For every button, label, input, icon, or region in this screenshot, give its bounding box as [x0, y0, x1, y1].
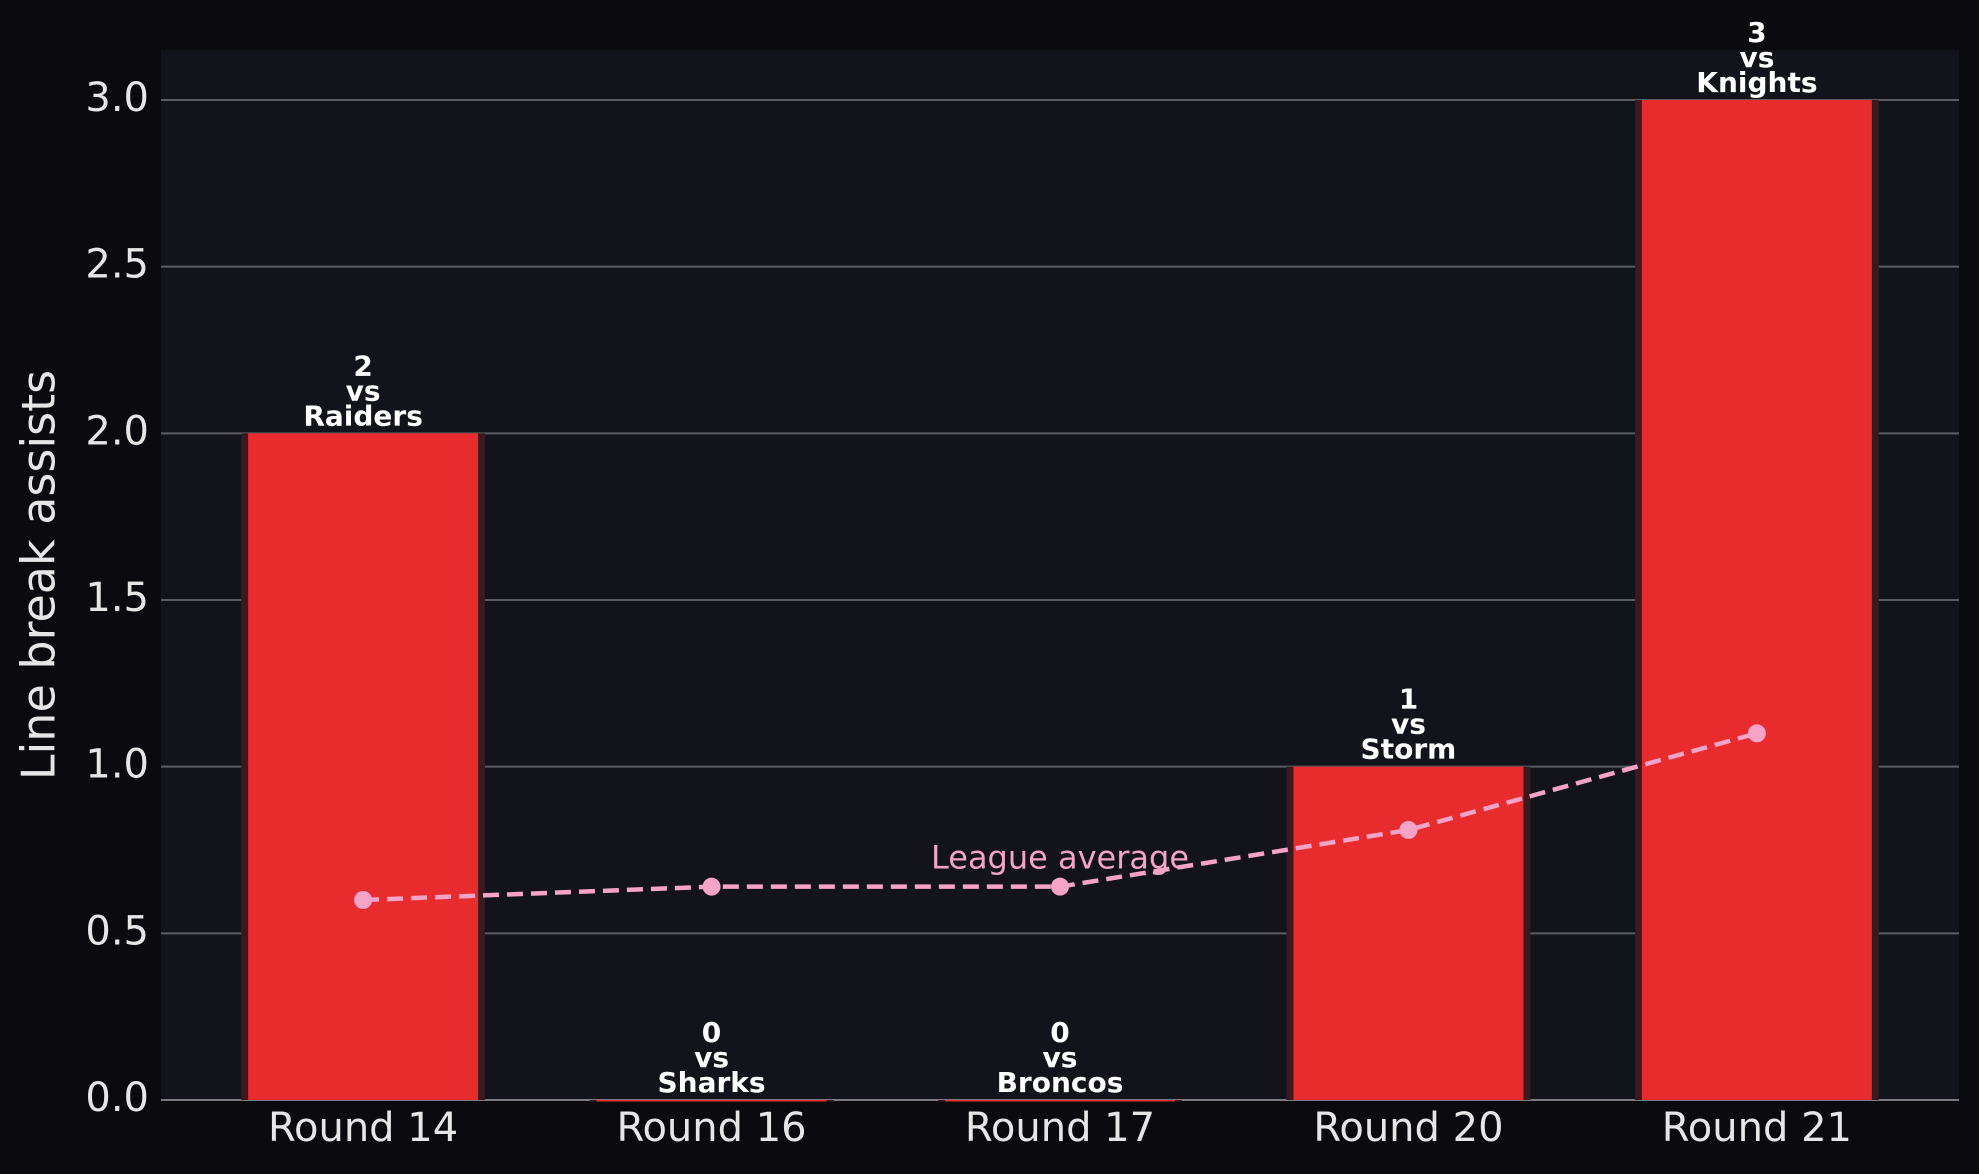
average-annotation: League average [931, 839, 1189, 877]
y-tick-label: 0.5 [85, 908, 149, 954]
x-tick-label: Round 20 [1313, 1105, 1503, 1151]
y-tick-label: 2.0 [85, 408, 149, 454]
average-point [1399, 821, 1418, 839]
value-label: 3 vs Knights [1696, 16, 1817, 99]
bar [596, 1100, 827, 1102]
x-tick-label: Round 17 [965, 1105, 1155, 1151]
y-tick-label: 2.5 [85, 242, 149, 288]
x-tick-label: Round 16 [616, 1105, 806, 1151]
average-point [1051, 877, 1069, 896]
y-tick-label: 3.0 [85, 75, 149, 121]
average-point [354, 891, 373, 909]
x-tick-label: Round 21 [1662, 1105, 1852, 1151]
y-tick-label: 1.0 [85, 742, 149, 788]
bar [1293, 766, 1524, 1100]
value-label: 0 vs Sharks [658, 1016, 766, 1099]
average-point [1747, 724, 1766, 743]
y-tick-label: 0.0 [85, 1075, 149, 1121]
bar [248, 433, 479, 1100]
average-point [702, 877, 721, 896]
value-label: 1 vs Storm [1361, 683, 1457, 766]
value-label: 0 vs Broncos [997, 1016, 1124, 1099]
value-label: 2 vs Raiders [303, 349, 423, 432]
bar [945, 1100, 1175, 1102]
y-tick-label: 1.5 [85, 575, 149, 621]
x-tick-label: Round 14 [268, 1105, 458, 1151]
y-axis-label: Line break assists [12, 370, 66, 780]
bar [1641, 100, 1872, 1100]
